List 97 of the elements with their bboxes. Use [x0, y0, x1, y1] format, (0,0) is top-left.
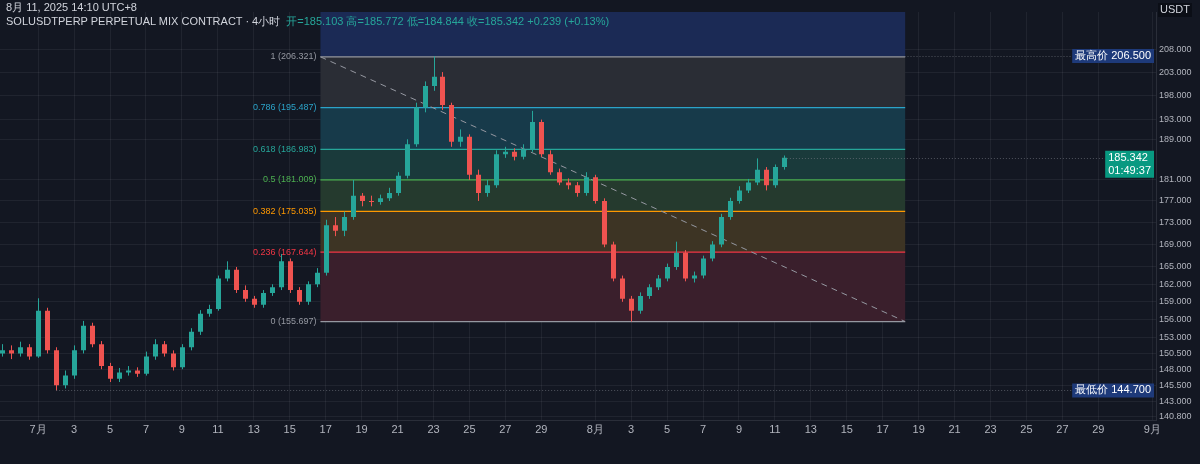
candlestick	[351, 179, 356, 221]
ref-line-label: 0.382 (175.035)	[252, 205, 317, 216]
candlestick	[710, 240, 715, 262]
x-tick-label: 7月	[29, 423, 47, 436]
x-tick-label: 19	[912, 423, 925, 436]
x-tick-label: 17	[876, 423, 889, 436]
candlestick	[225, 260, 230, 282]
ref-line-label: 0.236 (167.644)	[252, 246, 317, 257]
candlestick	[333, 216, 338, 237]
annotation: 最高价 206.500	[1075, 49, 1152, 62]
y-tick-label: 193.000	[1159, 114, 1192, 125]
x-tick-label: 11	[769, 423, 781, 436]
candlestick	[153, 338, 158, 361]
x-tick-label: 21	[391, 423, 404, 436]
candlestick	[90, 322, 95, 348]
candlestick	[701, 255, 706, 279]
candlestick	[189, 327, 194, 351]
candlestick	[432, 55, 437, 92]
candlestick	[476, 169, 481, 202]
chart-subtitle: 开=185.103 高=185.772 低=184.844 收=185.342 +0.239 (+0.13%)	[286, 15, 610, 27]
candlestick	[171, 349, 176, 371]
candlestick	[396, 171, 401, 197]
x-tick-label: 29	[1092, 423, 1105, 436]
candlestick	[764, 166, 769, 191]
y-tick-label: 148.000	[1159, 363, 1192, 374]
y-tick-label: 169.000	[1159, 238, 1192, 249]
y-tick-label: 145.500	[1159, 379, 1192, 390]
x-tick-label: 15	[283, 423, 296, 436]
y-tick-label: 198.000	[1159, 90, 1192, 101]
x-tick-label: 3	[71, 423, 78, 436]
candlestick	[728, 197, 733, 221]
candlestick	[315, 267, 320, 288]
y-tick-label: 181.000	[1159, 174, 1192, 185]
y-tick-label: 208.000	[1159, 43, 1192, 54]
x-tick-label: 23	[984, 423, 997, 436]
x-tick-label: 25	[463, 423, 476, 436]
y-tick-label: 173.000	[1159, 216, 1192, 227]
x-tick-label: 9月	[1143, 423, 1161, 436]
x-tick-label: 13	[247, 423, 260, 436]
candlestick	[620, 275, 625, 303]
y-tick-label: 162.000	[1159, 278, 1192, 289]
candlestick	[108, 362, 113, 383]
y-tick-label: 150.500	[1159, 347, 1192, 358]
x-tick-label: 21	[948, 423, 961, 436]
x-tick-label: 5	[664, 423, 671, 436]
x-tick-label: 13	[804, 423, 817, 436]
candlestick	[755, 157, 760, 186]
y-tick-label: 153.000	[1159, 332, 1192, 343]
y-tick-label: 189.000	[1159, 133, 1192, 144]
x-tick-label: 23	[427, 423, 440, 436]
x-tick-label: 7	[699, 423, 707, 436]
candlestick	[99, 340, 104, 370]
ref-line-label: 0.5 (181.009)	[262, 174, 317, 185]
y-tick-label: 177.000	[1159, 195, 1192, 206]
annotation: 最低价 144.700	[1075, 383, 1152, 396]
x-tick-label: 7	[142, 423, 150, 436]
x-tick-label: 25	[1020, 423, 1033, 436]
candlestick	[773, 164, 778, 189]
candlestick	[306, 280, 311, 306]
candlestick	[674, 241, 679, 271]
candlestick	[638, 291, 643, 315]
candlestick	[180, 343, 185, 370]
x-tick-label: 15	[840, 423, 853, 436]
y-tick-label: 156.000	[1159, 314, 1192, 325]
y-tick-label: 159.000	[1159, 296, 1192, 307]
annotation: 185.342 01:49:37	[1108, 150, 1152, 176]
x-tick-label: 27	[1056, 423, 1069, 436]
x-tick-label: 19	[355, 423, 368, 436]
candlestick	[629, 295, 634, 323]
candlestick	[342, 211, 347, 237]
x-tick-label: 17	[319, 423, 332, 436]
candlestick	[584, 171, 589, 197]
ref-line-label: 0 (155.697)	[270, 316, 317, 327]
x-tick-label: 29	[535, 423, 548, 436]
candlestick	[234, 266, 239, 294]
candlestick	[593, 174, 598, 205]
y-tick-label: 143.000	[1159, 396, 1192, 407]
y-tick-label: 165.000	[1159, 261, 1192, 272]
candlestick	[423, 80, 428, 113]
x-tick-label: 27	[499, 423, 512, 436]
x-tick-label: 5	[107, 423, 114, 436]
x-tick-label: 9	[735, 423, 743, 436]
chart-title: SOLUSDTPERP PERPETUAL MIX CONTRACT · 4小时	[6, 15, 281, 27]
annotation: 8月 11, 2025 14:10 UTC+8	[6, 0, 138, 14]
x-tick-label: 11	[212, 423, 224, 436]
x-tick-label: 8月	[586, 423, 604, 436]
candlestick	[198, 309, 203, 336]
ref-line-label: 1 (206.321)	[270, 51, 317, 62]
ref-line-label: 0.786 (195.487)	[252, 102, 317, 113]
y-axis-title: USDT	[1160, 3, 1191, 16]
y-tick-label: 140.800	[1159, 410, 1192, 421]
x-tick-label: 9	[178, 423, 185, 436]
x-tick-label: 3	[628, 423, 635, 436]
ref-line-label: 0.618 (186.983)	[252, 143, 317, 154]
candlestick	[144, 351, 149, 377]
y-tick-label: 203.000	[1159, 66, 1192, 77]
candlestick	[548, 149, 553, 176]
